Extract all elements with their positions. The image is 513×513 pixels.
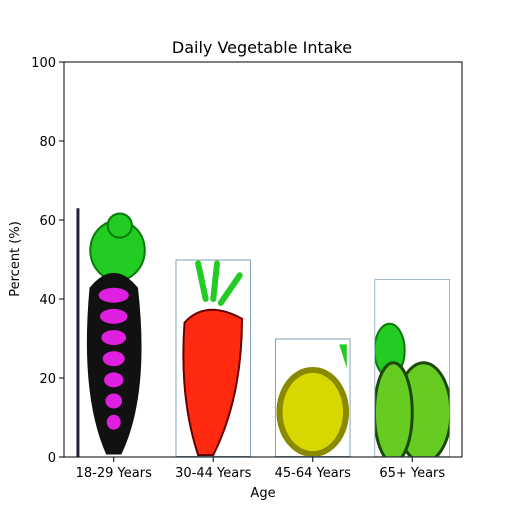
x-tick-label: 18-29 Years <box>76 466 152 481</box>
y-tick-label: 80 <box>39 135 56 150</box>
plot-frame <box>63 61 463 458</box>
bar-2 <box>175 259 252 457</box>
bars <box>75 208 451 457</box>
x-axis-label: Age <box>250 486 275 501</box>
y-tick-label: 60 <box>39 214 56 229</box>
y-tick-label: 0 <box>48 451 56 466</box>
bar-4 <box>374 279 451 457</box>
y-tick-label: 20 <box>39 372 56 387</box>
bar-3 <box>274 338 351 457</box>
chart-title: Daily Vegetable Intake <box>172 38 352 57</box>
y-tick-label: 40 <box>39 293 56 308</box>
squash-icon <box>274 338 351 457</box>
y-axis-label: Percent (%) <box>8 221 23 297</box>
x-axis-ticks: 18-29 Years 30-44 Years 45-64 Years 65+ Yea… <box>76 457 445 481</box>
y-axis-ticks: 0 20 40 60 80 100 <box>31 56 64 466</box>
cabbage-icon <box>374 279 451 457</box>
bar-1 <box>75 208 152 457</box>
x-tick-label: 45-64 Years <box>275 466 351 481</box>
carrot-icon <box>175 259 252 457</box>
radish-icon <box>75 208 152 457</box>
x-tick-label: 30-44 Years <box>175 466 251 481</box>
x-tick-label: 65+ Years <box>379 466 445 481</box>
y-tick-label: 100 <box>31 56 56 71</box>
